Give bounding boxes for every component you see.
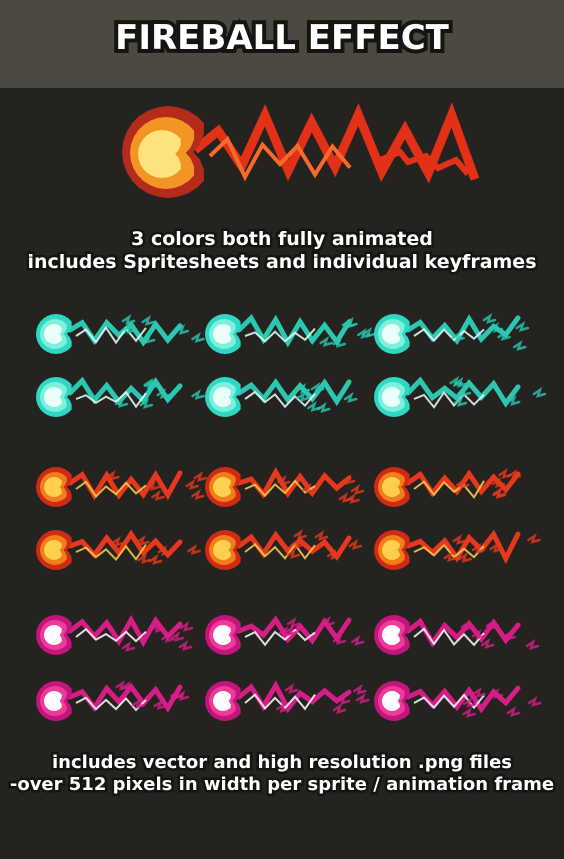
- fireball-pink-frame-4: [36, 679, 190, 721]
- fireball-red-frame-5: [205, 528, 363, 570]
- fireball-red-frame-4: [36, 529, 201, 570]
- fireball-red-frame-3: [374, 467, 522, 507]
- fireball-red-frame-6: [374, 529, 541, 570]
- fireball-cyan-frame-4: [36, 376, 205, 417]
- fireball-cyan-frame-1: [36, 313, 205, 354]
- fireball-red-frame-1: [36, 467, 208, 507]
- caption-line-resolution: -over 512 pixels in width per sprite / a…: [7, 771, 556, 797]
- page-title: FIREBALL EFFECT: [111, 14, 453, 62]
- fireball-cyan-frame-6: [374, 375, 547, 417]
- fireball-pink-frame-6: [374, 681, 542, 721]
- fireball-pink-frame-5: [205, 680, 370, 721]
- caption-line-spritesheets: includes Spritesheets and individual key…: [25, 248, 539, 275]
- fireball-red-frame-2: [205, 467, 365, 507]
- fireball-cyan-frame-5: [205, 377, 358, 417]
- header-bar: [0, 0, 564, 88]
- fireball-pink-frame-1: [36, 614, 194, 655]
- fireball-cyan-frame-3: [374, 312, 530, 354]
- hero-fireball: [122, 102, 480, 198]
- caption-line-files: includes vector and high resolution .png…: [50, 750, 515, 776]
- features-caption: 3 colors both fully animated includes Sp…: [0, 226, 564, 276]
- files-caption: includes vector and high resolution .png…: [0, 750, 564, 798]
- fireball-pink-frame-3: [374, 615, 540, 655]
- fireball-cyan-frame-2: [205, 314, 376, 354]
- fireball-pink-frame-2: [205, 615, 365, 655]
- caption-line-colors: 3 colors both fully animated: [129, 226, 436, 253]
